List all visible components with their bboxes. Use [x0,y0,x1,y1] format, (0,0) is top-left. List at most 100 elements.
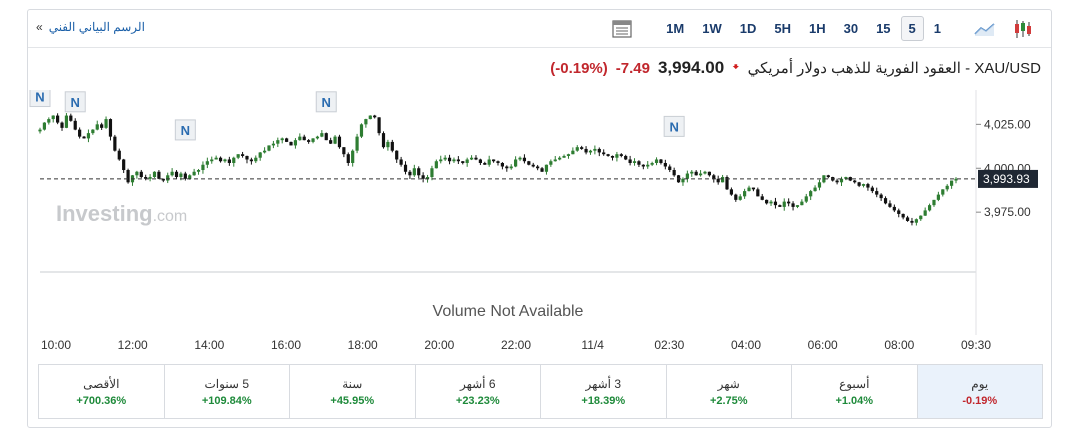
candle-body[interactable] [892,206,896,211]
news-marker[interactable] [174,119,196,141]
candle-body[interactable] [875,191,879,195]
candle-body[interactable] [285,138,289,142]
candle-body[interactable] [646,164,650,167]
timeframe-5[interactable]: 5 [900,16,924,41]
candle-body[interactable] [236,154,240,158]
candle-body[interactable] [280,138,284,141]
candle-body[interactable] [342,147,346,155]
candle-body[interactable] [571,150,575,155]
candle-body[interactable] [628,159,632,163]
candle-body[interactable] [729,189,734,195]
candle-body[interactable] [174,171,179,178]
candle-body[interactable] [483,162,487,165]
timeframe-1[interactable]: 1 [933,21,941,36]
candle-body[interactable] [738,196,742,200]
candle-body[interactable] [743,191,747,197]
candle-body[interactable] [139,171,143,178]
candle-body[interactable] [698,173,703,176]
candlestick-icon[interactable] [1011,17,1035,41]
candle-body[interactable] [152,171,157,178]
candle-body[interactable] [588,150,593,153]
candle-body[interactable] [910,220,914,223]
performance-cell[interactable]: شهر +2.75% [665,365,792,418]
candle-body[interactable] [346,154,350,163]
candle-body[interactable] [932,199,936,206]
candle-body[interactable] [108,119,113,137]
candle-body[interactable] [412,168,416,176]
candle-body[interactable] [941,189,945,195]
candle-body[interactable] [949,180,954,186]
candle-body[interactable] [135,171,139,176]
candle-body[interactable] [196,170,201,172]
news-marker[interactable] [315,91,337,113]
candle-body[interactable] [351,150,355,163]
candle-body[interactable] [787,201,791,204]
timeframe-30[interactable]: 30 [843,21,859,36]
candle-body[interactable] [201,164,205,171]
candle-body[interactable] [606,154,610,156]
candle-body[interactable] [597,148,601,153]
candle-body[interactable] [844,177,848,179]
news-marker[interactable] [663,115,685,137]
candle-body[interactable] [126,170,130,183]
candle-body[interactable] [311,138,315,142]
candle-body[interactable] [100,124,104,128]
candle-body[interactable] [377,117,381,134]
candle-body[interactable] [575,147,579,151]
candle-body[interactable] [179,173,183,178]
performance-cell[interactable]: 3 أشهر +18.39% [540,365,666,418]
candle-body[interactable] [901,213,905,218]
candle-body[interactable] [42,122,47,130]
candle-body[interactable] [262,150,267,153]
candle-body[interactable] [293,140,298,146]
news-marker[interactable] [64,91,86,113]
candle-body[interactable] [694,171,698,176]
candle-body[interactable] [329,140,333,144]
candle-body[interactable] [593,148,597,151]
candle-body[interactable] [64,115,69,128]
performance-cell[interactable]: يوم -0.19% [916,365,1042,418]
candle-body[interactable] [223,159,227,162]
candle-body[interactable] [720,177,725,183]
performance-cell[interactable]: الأقصى +700.36% [39,365,164,418]
candle-body[interactable] [161,178,165,181]
timeframe-1d[interactable]: 1D [739,21,757,36]
candle-body[interactable] [170,171,174,176]
candle-body[interactable] [157,171,161,179]
candle-body[interactable] [540,168,544,172]
candle-body[interactable] [395,150,399,160]
candle-body[interactable] [544,164,549,172]
candle-body[interactable] [659,159,663,163]
candle-body[interactable] [315,136,320,139]
candle-body[interactable] [333,136,337,144]
candle-body[interactable] [703,171,707,174]
candle-body[interactable] [681,178,685,183]
candle-body[interactable] [86,133,91,139]
candle-body[interactable] [148,177,152,179]
candle-body[interactable] [447,157,452,162]
candle-body[interactable] [584,148,588,153]
candle-body[interactable] [826,175,830,178]
candle-body[interactable] [778,205,782,207]
candle-body[interactable] [566,154,571,156]
candle-body[interactable] [469,157,474,160]
candle-body[interactable] [51,115,55,120]
candle-body[interactable] [509,166,513,169]
candle-body[interactable] [879,194,883,199]
candle-body[interactable] [60,122,64,128]
candle-body[interactable] [800,201,804,206]
candle-body[interactable] [113,136,117,151]
candle-body[interactable] [500,162,505,167]
candle-body[interactable] [553,159,557,162]
candle-body[interactable] [751,187,756,190]
candle-body[interactable] [91,129,95,134]
candle-body[interactable] [857,182,861,186]
candle-body[interactable] [813,187,817,192]
candle-body[interactable] [324,133,328,141]
candle-body[interactable] [870,187,874,192]
candle-body[interactable] [654,159,659,163]
candle-body[interactable] [866,184,870,188]
candle-body[interactable] [518,157,522,160]
candle-body[interactable] [690,171,694,174]
candle-body[interactable] [782,201,786,207]
